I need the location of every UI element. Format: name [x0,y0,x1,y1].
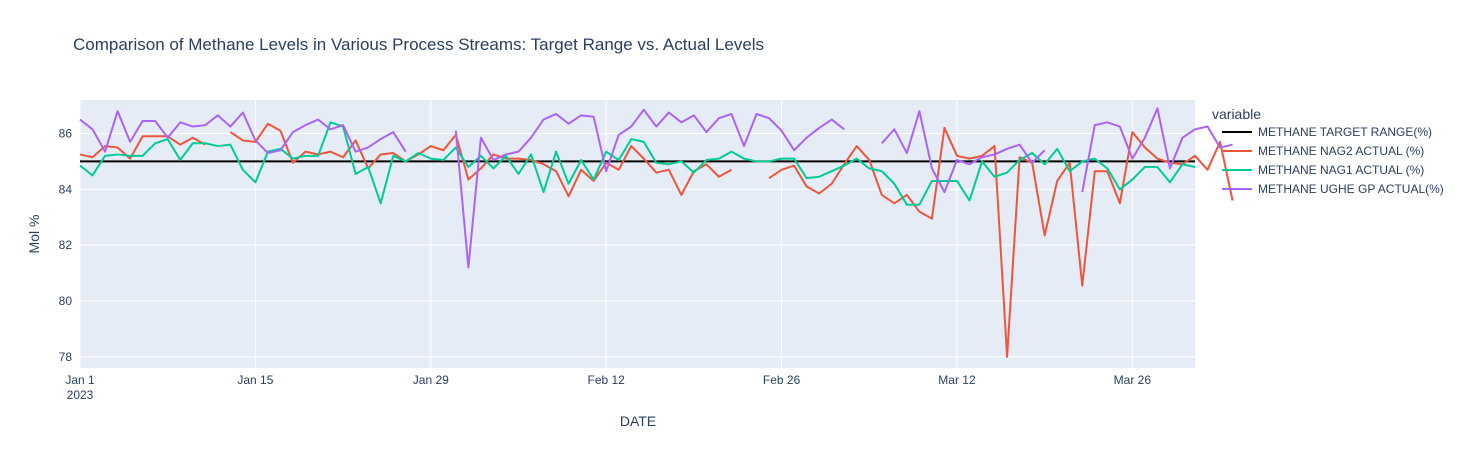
y-gridlines [80,133,1195,358]
x-tick-label: Jan 29 [413,373,449,387]
y-tick-label: 86 [59,127,73,141]
legend-label: METHANE NAG1 ACTUAL (%) [1258,163,1424,177]
x-axis-title: DATE [620,413,656,429]
series-3 [79,121,1196,206]
series-layer [79,107,1234,358]
legend-label: METHANE UGHE GP ACTUAL(%) [1258,182,1444,196]
legend-item[interactable]: METHANE NAG2 ACTUAL (%) [1222,144,1424,158]
series-line [79,107,1233,269]
legend-label: METHANE TARGET RANGE(%) [1258,125,1432,139]
chart-title: Comparison of Methane Levels in Various … [73,35,764,54]
x-tick-label: Mar 26 [1114,373,1152,387]
y-tick-label: 80 [59,294,73,308]
legend-item[interactable]: METHANE NAG1 ACTUAL (%) [1222,163,1424,177]
x-tick-year: 2023 [67,388,94,402]
x-tick-label: Mar 12 [938,373,976,387]
x-tick-label: Feb 26 [763,373,801,387]
y-tick-label: 78 [59,350,73,364]
series-line [79,121,1196,206]
x-tick-label: Jan 1 [65,373,95,387]
x-tick-label: Jan 15 [237,373,273,387]
legend-item[interactable]: METHANE UGHE GP ACTUAL(%) [1222,182,1444,196]
y-tick-label: 84 [59,182,73,196]
series-line [79,122,1234,358]
legend-item[interactable]: METHANE TARGET RANGE(%) [1222,125,1432,139]
legend-title: variable [1212,106,1261,122]
x-gridlines [79,100,1133,368]
legend: variable METHANE TARGET RANGE(%) METHANE … [1212,106,1444,196]
y-tick-labels: 78 80 82 84 86 [59,127,73,364]
series-4 [79,107,1233,269]
y-axis-title: Mol % [26,215,42,254]
y-tick-label: 82 [59,238,73,252]
series-2 [79,122,1234,358]
x-tick-label: Feb 12 [588,373,626,387]
legend-label: METHANE NAG2 ACTUAL (%) [1258,144,1424,158]
